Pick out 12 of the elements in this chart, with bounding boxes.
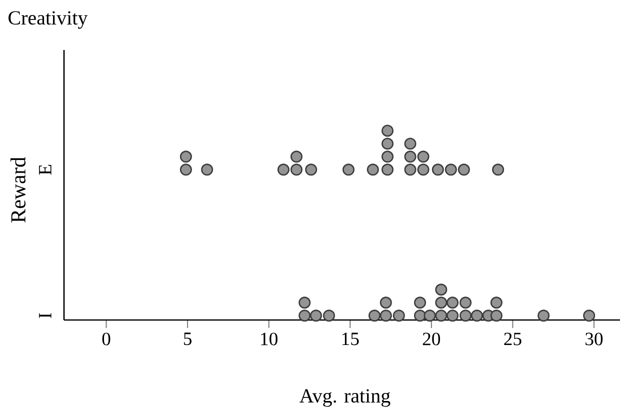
y-axis-title: Reward: [10, 157, 26, 223]
chart-title: Creativity: [8, 11, 88, 29]
y-tick-label: I: [39, 313, 52, 318]
x-tick-label: 5: [184, 332, 192, 346]
y-tick-label: E: [39, 164, 52, 175]
x-tick-label: 20: [422, 332, 440, 346]
x-tick-label: 0: [102, 332, 110, 346]
x-tick-label: 25: [504, 332, 522, 346]
x-axis-title: Avg. rating: [300, 389, 390, 407]
x-tick-label: 10: [261, 332, 278, 346]
x-tick-label: 15: [342, 332, 359, 346]
x-tick-label: 30: [586, 332, 603, 346]
